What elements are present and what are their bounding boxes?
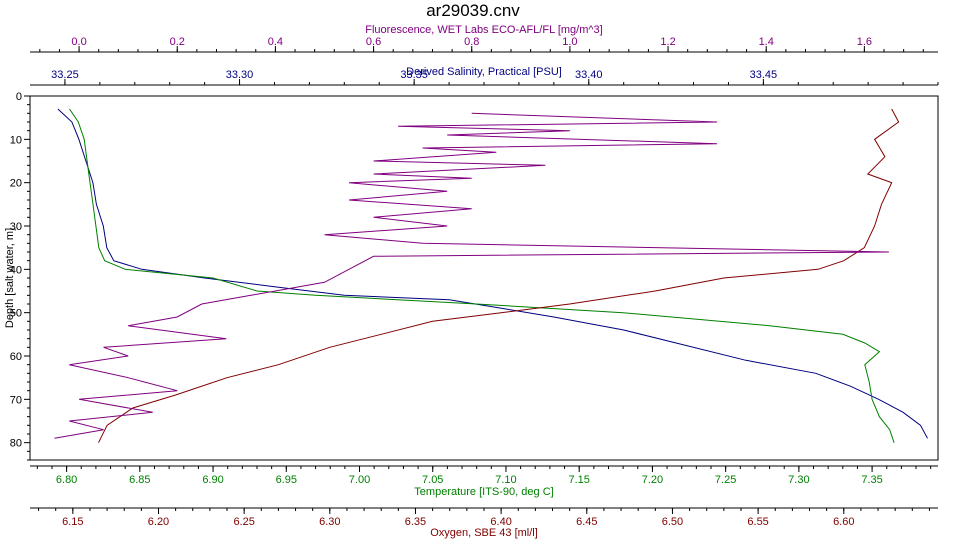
fluor-series-line: [54, 112, 889, 439]
temp-tick-label: 7.20: [642, 474, 663, 486]
oxy-series-line: [98, 108, 900, 443]
depth-tick-label: 20: [10, 178, 22, 190]
chart-title: ar29039.cnv: [426, 1, 520, 20]
salinity-axis-label: Derived Salinity, Practical [PSU]: [406, 66, 562, 78]
depth-tick-label: 50: [10, 308, 22, 320]
depth-tick-label: 80: [10, 438, 22, 450]
sal-tick-label: 33.25: [51, 69, 79, 81]
fluorescence-axis-label: Fluorescence, WET Labs ECO-AFL/FL [mg/m^…: [365, 24, 602, 36]
oxy-tick-label: 6.45: [576, 516, 597, 528]
oxy-tick-label: 6.25: [233, 516, 254, 528]
oxy-tick-label: 6.35: [405, 516, 426, 528]
temp-tick-label: 6.80: [56, 474, 77, 486]
oxy-tick-label: 6.30: [319, 516, 340, 528]
oxy-tick-label: 6.40: [490, 516, 511, 528]
temp-tick-label: 6.85: [129, 474, 150, 486]
sal-tick-label: 33.30: [226, 69, 254, 81]
fluor-tick-label: 0.0: [71, 36, 86, 48]
temp-series-line: [69, 108, 895, 443]
depth-tick-label: 60: [10, 351, 22, 363]
temperature-axis-label: Temperature [ITS-90, deg C]: [414, 486, 553, 498]
depth-tick-label: 70: [10, 394, 22, 406]
depth-tick-label: 0: [16, 91, 22, 103]
sal-tick-label: 33.40: [575, 69, 603, 81]
sal-tick-label: 33.45: [750, 69, 778, 81]
temp-tick-label: 7.35: [861, 474, 882, 486]
oxy-tick-label: 6.15: [62, 516, 83, 528]
fluor-tick-label: 1.2: [660, 36, 675, 48]
temp-tick-label: 7.05: [422, 474, 443, 486]
fluor-tick-label: 1.4: [759, 36, 774, 48]
depth-axis-label: Depth [salt water, m]: [4, 228, 16, 328]
temp-tick-label: 7.30: [788, 474, 809, 486]
temp-tick-label: 7.15: [568, 474, 589, 486]
fluor-tick-label: 1.6: [857, 36, 872, 48]
oxy-tick-label: 6.20: [148, 516, 169, 528]
plot-frame: [29, 95, 939, 461]
sal-series-line: [57, 108, 928, 439]
temp-tick-label: 6.90: [202, 474, 223, 486]
depth-tick-label: 10: [10, 134, 22, 146]
fluor-tick-label: 0.2: [170, 36, 185, 48]
temp-tick-label: 7.00: [349, 474, 370, 486]
temp-tick-label: 6.95: [276, 474, 297, 486]
oxy-tick-label: 6.60: [833, 516, 854, 528]
oxy-tick-label: 6.50: [662, 516, 683, 528]
temp-tick-label: 7.25: [715, 474, 736, 486]
fluor-tick-label: 0.4: [268, 36, 283, 48]
oxygen-axis-label: Oxygen, SBE 43 [ml/l]: [430, 527, 538, 539]
sal-tick-label: 33.35: [400, 69, 428, 81]
depth-tick-label: 30: [10, 221, 22, 233]
fluor-tick-label: 0.6: [366, 36, 381, 48]
depth-tick-label: 40: [10, 264, 22, 276]
temp-tick-label: 7.10: [495, 474, 516, 486]
fluor-tick-label: 0.8: [464, 36, 479, 48]
fluor-tick-label: 1.0: [562, 36, 577, 48]
oxy-tick-label: 6.55: [747, 516, 768, 528]
